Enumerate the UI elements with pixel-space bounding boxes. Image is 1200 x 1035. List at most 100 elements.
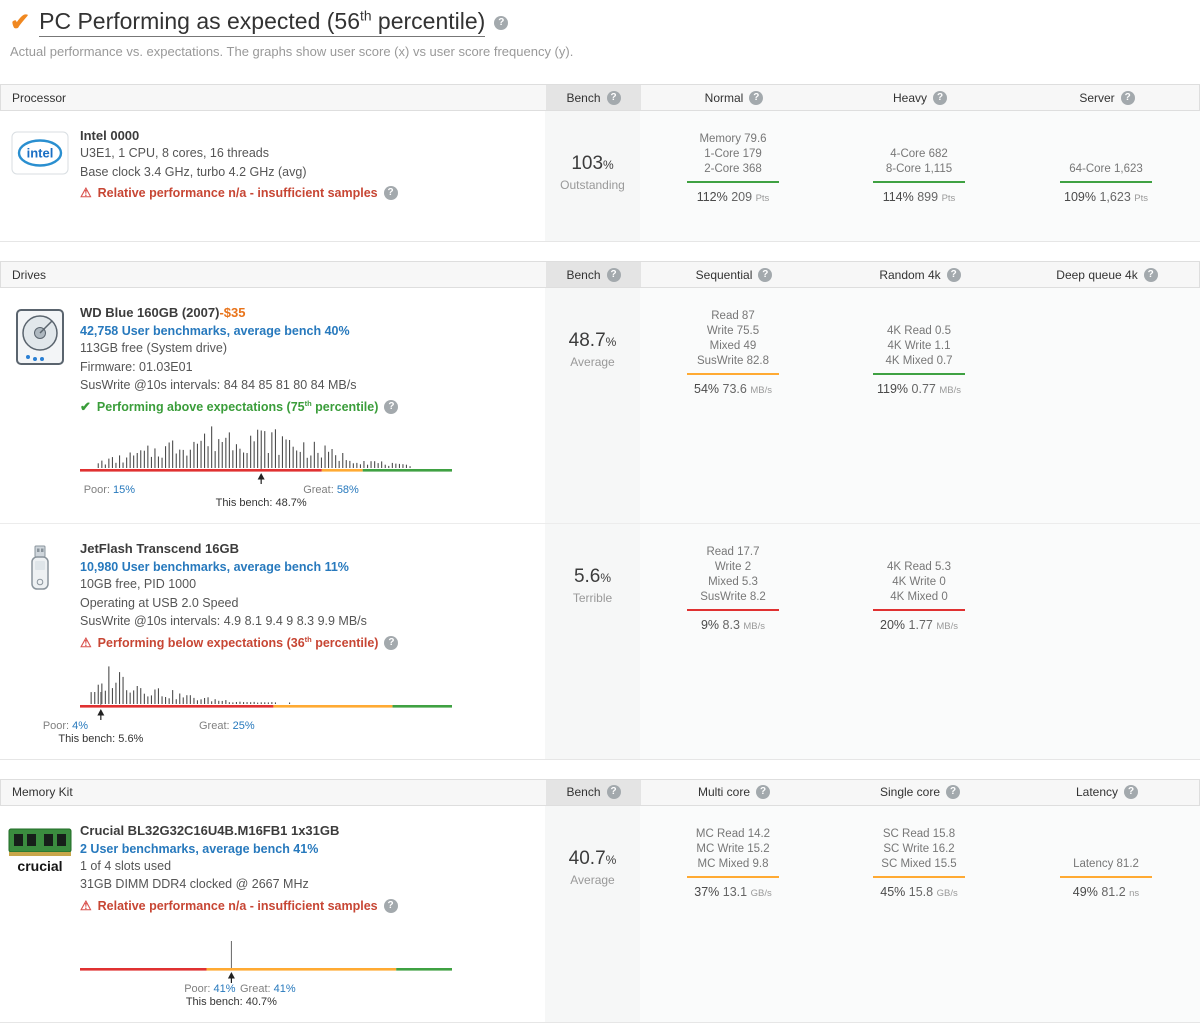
rating-underline — [873, 373, 965, 375]
column-header-normal[interactable]: Normal — [641, 90, 827, 105]
help-icon[interactable] — [1120, 90, 1135, 105]
rating-underline — [873, 608, 965, 611]
device-description-cell: crucial Crucial BL32G32C16U4B.M16FB1 1x3… — [0, 806, 545, 1022]
column-label: Single core — [879, 785, 941, 800]
usb-drive-icon — [0, 541, 80, 749]
help-icon[interactable] — [606, 90, 621, 105]
performance-warning: Relative performance n/a - insufficient … — [80, 898, 545, 914]
help-icon[interactable] — [384, 635, 399, 650]
metric-cell-sequential: Read 87 Write 75.5 Mixed 49 SusWrite 82.… — [640, 288, 826, 523]
help-icon[interactable] — [749, 90, 764, 105]
rating-underline — [687, 608, 779, 611]
bench-column-header[interactable]: Bench — [546, 779, 641, 805]
device-detail-line: U3E1, 1 CPU, 8 cores, 16 threads — [80, 146, 269, 160]
help-icon[interactable] — [758, 267, 773, 282]
rating-underline — [873, 875, 965, 878]
status-text: Performing below expectations (36th perc… — [97, 635, 379, 651]
svg-text:This bench: 5.6%: This bench: 5.6% — [58, 733, 143, 745]
column-label: Server — [1079, 90, 1115, 105]
column-header-multicore[interactable]: Multi core — [641, 785, 827, 800]
performance-status: Performing above expectations (75th perc… — [80, 399, 545, 415]
device-price-link[interactable]: -$35 — [219, 305, 246, 320]
svg-text:Poor: 15%: Poor: 15% — [84, 484, 136, 496]
user-benchmarks-link[interactable]: 10,980 User benchmarks, average bench 11… — [80, 559, 349, 574]
device-detail-line: Firmware: 01.03E01 — [80, 359, 193, 374]
help-icon[interactable] — [933, 90, 947, 105]
title-text: PC Performing as expected (56 — [39, 8, 360, 34]
column-label: Sequential — [695, 267, 753, 282]
help-icon[interactable] — [383, 899, 398, 913]
help-icon[interactable] — [384, 399, 399, 414]
help-icon[interactable] — [494, 15, 509, 30]
help-icon[interactable] — [946, 267, 961, 282]
help-icon[interactable] — [756, 785, 770, 800]
column-header-sequential[interactable]: Sequential — [641, 267, 827, 282]
column-header-heavy[interactable]: Heavy — [827, 90, 1013, 105]
help-icon[interactable] — [946, 785, 961, 800]
device-name[interactable]: Crucial BL32G32C16U4B.M16FB1 1x31GB — [80, 822, 340, 838]
column-header-random4k[interactable]: Random 4k — [827, 267, 1013, 282]
title-sup: th — [360, 8, 372, 24]
metric-line: Mixed 49 — [709, 340, 757, 352]
metric-line: SC Read 15.8 — [882, 827, 956, 840]
title-link[interactable]: PC Performing as expected (56th percenti… — [39, 8, 486, 37]
metric-summary: 112% 209 Pts — [696, 190, 770, 204]
column-header-latency[interactable]: Latency — [1013, 785, 1200, 800]
device-detail-line: 10GB free, PID 1000 — [80, 576, 197, 591]
help-icon[interactable] — [606, 267, 621, 282]
metric-cell-singlecore: SC Read 15.8 SC Write 16.2 SC Mixed 15.5… — [826, 805, 1012, 1022]
device-info: JetFlash Transcend 16GB 10,980 User benc… — [43, 540, 545, 749]
page-title: PC Performing as expected (56th percenti… — [10, 8, 1190, 37]
warning-text: Relative performance n/a - insufficient … — [97, 186, 378, 201]
device-name[interactable]: Intel 0000 — [80, 128, 140, 143]
device-info: Intel 0000 U3E1, 1 CPU, 8 cores, 16 thre… — [80, 128, 545, 231]
bench-cell: 48.7% Average — [545, 288, 640, 523]
bench-rating-label: Terrible — [572, 590, 613, 605]
metric-line: 4K Write 1.1 — [887, 340, 951, 352]
help-icon[interactable] — [383, 186, 398, 201]
device-description-cell: JetFlash Transcend 16GB 10,980 User benc… — [0, 524, 545, 759]
bench-column-header[interactable]: Bench — [546, 262, 641, 287]
user-benchmarks-link[interactable]: 2 User benchmarks, average bench 41% — [80, 841, 319, 856]
metric-line: Read 17.7 — [706, 545, 760, 558]
bench-cell: 103% Outstanding — [545, 111, 640, 241]
device-detail-line: Operating at USB 2.0 Speed — [80, 595, 239, 610]
metric-line: Write 75.5 — [706, 325, 760, 337]
column-header-deepqueue4k[interactable]: Deep queue 4k — [1013, 267, 1200, 282]
column-label: Multi core — [697, 785, 750, 800]
section-title: Memory Kit — [12, 785, 73, 800]
device-name[interactable]: WD Blue 160GB (2007)-$35 — [80, 305, 246, 320]
metric-summary: 109% 1,623 Pts — [1064, 190, 1148, 204]
warning-icon — [80, 185, 92, 201]
warning-icon — [80, 898, 92, 914]
metric-line: MC Read 14.2 — [695, 827, 771, 840]
bench-rating-label: Average — [570, 872, 615, 887]
device-name[interactable]: JetFlash Transcend 16GB — [80, 540, 239, 556]
check-icon — [10, 8, 30, 37]
device-detail-line: 113GB free (System drive) — [80, 341, 228, 355]
device-description-cell: intel Intel 0000 U3E1, 1 CPU, 8 cores, 1… — [0, 111, 545, 241]
column-label: Random 4k — [879, 267, 941, 282]
metric-line: 4K Read 5.3 — [887, 560, 951, 573]
bench-column-header[interactable]: Bench — [546, 85, 641, 110]
metric-cell-deepqueue4k — [1012, 288, 1200, 523]
score-distribution-graph: Poor: 15% Great: 58% This bench: 48.7% — [80, 423, 545, 513]
metric-line: 4K Mixed 0.7 — [885, 355, 953, 367]
page-subtitle: Actual performance vs. expectations. The… — [10, 44, 574, 59]
metric-cell-sequential: Read 17.7 Write 2 Mixed 5.3 SusWrite 8.2… — [640, 523, 826, 759]
column-header-server[interactable]: Server — [1013, 90, 1200, 105]
help-icon[interactable] — [606, 785, 621, 800]
metric-cell-latency: Latency 81.2 49% 81.2 ns — [1012, 805, 1200, 1022]
help-icon[interactable] — [1143, 267, 1158, 282]
user-benchmarks-link[interactable]: 42,758 User benchmarks, average bench 40… — [80, 324, 350, 338]
metric-cell-multicore: MC Read 14.2 MC Write 15.2 MC Mixed 9.8 … — [640, 805, 826, 1022]
help-icon[interactable] — [1124, 785, 1139, 800]
bench-header-label: Bench — [566, 267, 601, 282]
column-header-singlecore[interactable]: Single core — [827, 785, 1013, 800]
performance-status: Performing below expectations (36th perc… — [80, 635, 545, 651]
bench-header-label: Bench — [566, 90, 601, 105]
svg-text:Poor: 4%: Poor: 4% — [43, 720, 88, 732]
metric-summary: 119% 0.77 MB/s — [877, 382, 961, 396]
status-text: Performing above expectations (75th perc… — [96, 399, 379, 415]
